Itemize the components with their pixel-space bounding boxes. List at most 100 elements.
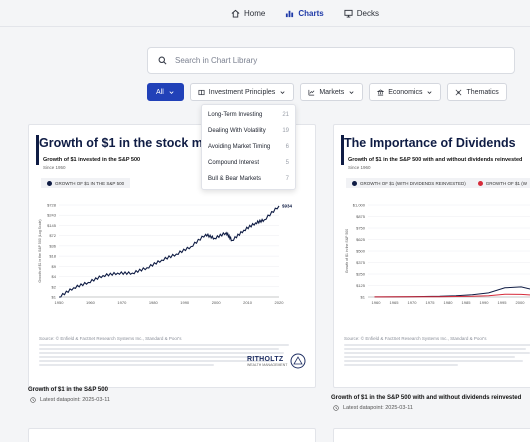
without-dividends-line bbox=[374, 293, 530, 298]
y-tick-label: $250 bbox=[356, 272, 366, 277]
search-box[interactable] bbox=[147, 47, 515, 74]
x-tick-label: 1965 bbox=[390, 300, 400, 305]
dropdown-item[interactable]: Bull & Bear Markets 7 bbox=[208, 176, 289, 182]
y-tick-label: $500 bbox=[356, 249, 366, 254]
nav-decks-label: Decks bbox=[356, 8, 379, 18]
x-tick-label: 1975 bbox=[426, 300, 436, 305]
fine-print bbox=[344, 344, 530, 368]
filter-investment-button[interactable]: Investment Principles bbox=[189, 83, 295, 101]
y-axis-label: Growth of $1 in the S&P 500 bbox=[345, 229, 349, 273]
chart-card-growth[interactable]: Growth of $1 in the stock m Growth of $1… bbox=[28, 124, 316, 388]
x-tick-label: 1990 bbox=[180, 300, 190, 305]
bar-chart-icon bbox=[286, 10, 294, 17]
dividends-line-chart: $1 $125 $250 $375 $500 $625 $750 $875 $1,000 1960… bbox=[345, 203, 530, 305]
latest-datapoint: Latest datapoint: 2025-03-11 bbox=[333, 405, 413, 411]
chart-title: Growth of $1 in the stock m bbox=[36, 135, 203, 165]
chart-card-next[interactable] bbox=[28, 428, 316, 442]
y-axis-label: Growth of $1 in the S&P 500 (Log Scale) bbox=[38, 219, 42, 282]
y-tick-label: $875 bbox=[356, 214, 366, 219]
chart-legend: GROWTH OF $1 IN THE S&P 500 bbox=[41, 178, 131, 188]
nav-decks[interactable]: Decks bbox=[344, 9, 379, 18]
x-tick-label: 2020 bbox=[275, 300, 285, 305]
chart-source: Source: © Enfield & FactSet Research Sys… bbox=[344, 336, 487, 341]
presentation-icon bbox=[344, 9, 353, 18]
chart-card-next[interactable] bbox=[333, 428, 530, 442]
filter-markets-button[interactable]: Markets bbox=[300, 83, 364, 101]
dropdown-item[interactable]: Dealing With Volatility 19 bbox=[208, 128, 289, 134]
top-nav: Home Charts Decks bbox=[0, 0, 530, 26]
y-tick-label: $125 bbox=[356, 283, 366, 288]
nav-charts[interactable]: Charts bbox=[285, 8, 324, 18]
chart-source: Source: © Enfield & FactSet Research Sys… bbox=[39, 336, 182, 341]
y-tick-label: $4 bbox=[52, 274, 57, 279]
x-tick-label: 1970 bbox=[408, 300, 418, 305]
nav-home[interactable]: Home bbox=[231, 9, 265, 18]
filter-all-button[interactable]: All bbox=[147, 83, 184, 101]
x-tick-label: 1950 bbox=[55, 300, 65, 305]
chart-since: Since 1960 bbox=[348, 165, 371, 170]
x-tick-label: 2000 bbox=[212, 300, 222, 305]
bank-icon bbox=[377, 88, 385, 95]
y-tick-label: $1 bbox=[361, 295, 366, 300]
chart-title: The Importance of Dividends bbox=[341, 135, 516, 165]
search-icon bbox=[158, 56, 167, 65]
chart-legend: GROWTH OF $1 (WITH DIVIDENDS REINVESTED)… bbox=[346, 178, 530, 188]
x-tick-label: 1985 bbox=[462, 300, 472, 305]
chart-subtitle: Growth of $1 invested in the S&P 500 bbox=[43, 157, 141, 163]
filter-markets-label: Markets bbox=[319, 88, 345, 96]
x-tick-label: 1995 bbox=[498, 300, 508, 305]
card-caption[interactable]: Growth of $1 in the S&P 500 bbox=[28, 387, 108, 393]
chart-since: Since 1950 bbox=[43, 165, 66, 170]
fine-print bbox=[39, 344, 289, 368]
investment-dropdown-menu: Long-Term Investing 21 Dealing With Volat… bbox=[201, 104, 296, 190]
x-tick-label: 1960 bbox=[86, 300, 96, 305]
search-input[interactable] bbox=[175, 56, 495, 65]
chart-subtitle: Growth of $1 in the S&P 500 with and wit… bbox=[348, 157, 523, 163]
dropdown-item[interactable]: Compound Interest 5 bbox=[208, 160, 289, 166]
nav-charts-label: Charts bbox=[298, 8, 324, 18]
y-tick-label: $625 bbox=[356, 237, 366, 242]
dropdown-item[interactable]: Avoiding Market Timing 6 bbox=[208, 144, 289, 150]
nav-divider bbox=[0, 26, 530, 27]
dropdown-item[interactable]: Long-Term Investing 21 bbox=[208, 112, 289, 118]
y-tick-label: $18 bbox=[49, 254, 56, 259]
thematics-icon bbox=[456, 89, 462, 95]
end-value-label: $934 bbox=[282, 203, 293, 208]
x-tick-label: 1980 bbox=[444, 300, 454, 305]
card-caption[interactable]: Growth of $1 in the S&P 500 with and wit… bbox=[331, 395, 522, 401]
filter-investment-label: Investment Principles bbox=[208, 88, 276, 96]
legend-dot bbox=[47, 180, 52, 186]
chart-card-dividends[interactable]: The Importance of Dividends Growth of $1… bbox=[333, 124, 530, 388]
filter-all-label: All bbox=[156, 88, 164, 96]
clock-icon bbox=[30, 397, 36, 403]
book-icon bbox=[198, 89, 205, 95]
filter-thematics-label: Thematics bbox=[466, 88, 499, 96]
x-tick-label: 2000 bbox=[516, 300, 526, 305]
chevron-down-icon bbox=[349, 90, 354, 94]
x-tick-label: 1960 bbox=[372, 300, 382, 305]
chevron-down-icon bbox=[427, 90, 433, 94]
y-tick-label: $9 bbox=[52, 264, 57, 269]
y-tick-label: $2 bbox=[52, 284, 57, 289]
legend-dot bbox=[477, 180, 483, 186]
ritholtz-logo: RITHOLTZ WEALTH MANAGEMENT bbox=[247, 353, 306, 369]
filter-economics-button[interactable]: Economics bbox=[369, 83, 442, 101]
x-tick-label: 1980 bbox=[149, 300, 159, 305]
growth-line-chart: $1 $2 $4 $9 $18 $36 $72 $145 $243 $728 1950 1960 197… bbox=[38, 203, 293, 306]
y-tick-label: $375 bbox=[356, 260, 366, 265]
clock-icon bbox=[333, 405, 339, 411]
filter-thematics-button[interactable]: Thematics bbox=[447, 83, 507, 101]
x-tick-label: 1990 bbox=[480, 300, 490, 305]
nav-home-label: Home bbox=[244, 8, 266, 18]
filter-economics-label: Economics bbox=[388, 88, 423, 96]
y-tick-label: $243 bbox=[47, 213, 57, 218]
home-icon bbox=[231, 9, 240, 18]
y-tick-label: $72 bbox=[49, 233, 56, 238]
filter-bar: All Investment Principles Markets Econom… bbox=[147, 83, 507, 101]
y-tick-label: $145 bbox=[47, 223, 57, 228]
chevron-down-icon bbox=[280, 90, 285, 94]
logo-emblem-icon bbox=[290, 353, 306, 369]
y-tick-label: $1,000 bbox=[353, 203, 366, 208]
growth-series-line bbox=[59, 205, 280, 298]
market-chart-icon bbox=[308, 89, 315, 95]
